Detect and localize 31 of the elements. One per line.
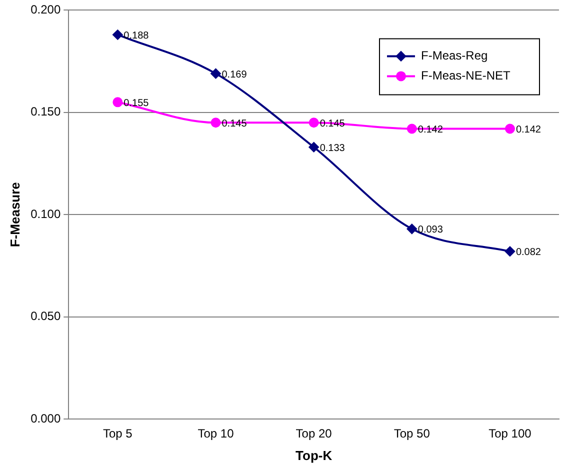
point [112, 97, 123, 108]
data-label: 0.133 [320, 142, 346, 154]
x-tick-label: Top 5 [102, 426, 133, 441]
x-tick-label: Top 10 [198, 426, 234, 441]
y-tick-label: 0.000 [30, 411, 61, 426]
legend-label: F-Meas-NE-NET [421, 68, 511, 83]
point [308, 118, 319, 128]
legend-label: F-Meas-Reg [421, 48, 488, 63]
data-label: 0.142 [516, 124, 542, 136]
y-axis-title: F-Measure [7, 182, 22, 248]
y-tick-label: 0.150 [30, 104, 61, 119]
data-label: 0.093 [418, 224, 444, 236]
data-label: 0.155 [124, 98, 150, 109]
point [504, 124, 515, 134]
point [504, 246, 515, 256]
y-tick-label: 0.050 [30, 309, 61, 324]
data-label: 0.082 [516, 247, 542, 258]
point [406, 224, 417, 234]
x-tick-label: Top 100 [488, 426, 532, 441]
point [112, 30, 123, 40]
x-tick-label: Top 20 [296, 426, 332, 441]
data-label: 0.169 [222, 69, 248, 80]
point [308, 142, 319, 152]
y-tick-label: 0.100 [30, 206, 61, 221]
point [210, 68, 221, 79]
x-axis-title: Top-K [296, 448, 333, 463]
data-label: 0.188 [124, 30, 150, 42]
point [210, 118, 221, 128]
point [406, 124, 417, 134]
x-tick-label: Top 50 [394, 426, 430, 441]
y-tick-label: 0.200 [30, 2, 61, 17]
